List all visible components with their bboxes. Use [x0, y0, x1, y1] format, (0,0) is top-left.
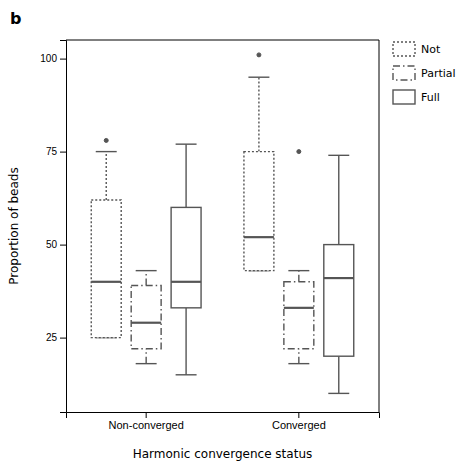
whisker-cap — [288, 363, 309, 364]
box-body — [244, 152, 274, 271]
y-axis-line — [60, 41, 67, 413]
box — [131, 271, 161, 364]
whisker-cap — [176, 374, 197, 375]
whisker — [145, 271, 146, 286]
y-tick-mark — [60, 152, 66, 153]
outlier — [104, 138, 108, 142]
legend-item: Not — [393, 42, 441, 56]
whisker — [106, 152, 107, 200]
box — [171, 144, 201, 375]
y-tick-mark — [60, 59, 66, 60]
box — [324, 155, 354, 393]
legend-label: Not — [421, 43, 441, 56]
whisker — [298, 271, 299, 282]
whisker — [185, 144, 186, 207]
box-body — [91, 200, 121, 338]
series — [131, 150, 314, 364]
whisker-cap — [136, 363, 157, 364]
y-tick-label: 25 — [46, 332, 58, 343]
whisker-cap — [96, 151, 117, 152]
median — [91, 281, 121, 283]
whisker-cap — [328, 155, 349, 156]
legend-swatch — [393, 66, 415, 80]
median — [284, 307, 314, 309]
whisker-cap — [176, 143, 197, 144]
whisker-cap — [136, 270, 157, 271]
box-body — [131, 286, 161, 349]
outlier — [257, 53, 261, 57]
y-tick: 100 — [40, 53, 66, 64]
series — [171, 144, 354, 393]
whisker — [338, 356, 339, 393]
x-axis: Non-converged Converged — [67, 412, 380, 431]
legend-item: Partial — [393, 66, 456, 80]
whisker — [298, 349, 299, 364]
x-tick-label: Non-converged — [109, 419, 184, 431]
whisker-cap — [248, 76, 269, 77]
y-tick-mark — [60, 338, 66, 339]
median — [324, 277, 354, 279]
median — [171, 281, 201, 283]
whisker-cap — [288, 270, 309, 271]
whisker — [338, 155, 339, 244]
whisker-cap — [328, 393, 349, 394]
x-tick-label: Converged — [272, 419, 326, 431]
legend-swatch — [393, 90, 415, 104]
legend-label: Partial — [421, 67, 456, 80]
legend-item: Full — [393, 90, 440, 104]
box — [244, 53, 274, 271]
title: b — [10, 9, 21, 28]
y-tick: 25 — [46, 332, 66, 343]
x-tick: Converged — [272, 412, 326, 431]
outlier — [297, 150, 301, 154]
y-tick-label: 50 — [46, 239, 58, 250]
legend-swatch — [393, 42, 415, 56]
y-tick-label: 75 — [46, 146, 58, 157]
box-body — [171, 207, 201, 307]
x-tick-mark — [298, 412, 299, 418]
chart: 25 50 75 100 Non-converged Converged Harmonic … — [0, 0, 474, 474]
box — [284, 150, 314, 364]
box-body — [284, 282, 314, 349]
series — [91, 53, 274, 338]
boxes — [91, 53, 353, 394]
whisker — [145, 349, 146, 364]
y-axis-title: Proportion of beads — [7, 167, 21, 284]
legend: Not Partial Full — [393, 42, 456, 104]
y-tick-label: 100 — [40, 53, 57, 64]
y-tick: 75 — [46, 146, 66, 157]
plot-frame — [66, 40, 379, 41]
legend-label: Full — [421, 91, 440, 104]
x-axis-line — [67, 413, 380, 419]
y-tick-mark — [60, 245, 66, 246]
x-axis-title: Harmonic convergence status — [133, 447, 313, 461]
y-tick: 50 — [46, 239, 66, 250]
x-tick-mark — [146, 412, 147, 418]
plot-area: 25 50 75 100 Non-converged Converged — [40, 40, 379, 431]
x-tick: Non-converged — [109, 412, 184, 431]
plot-frame — [379, 40, 380, 412]
whisker — [258, 77, 259, 151]
box — [91, 138, 121, 337]
y-axis: 25 50 75 100 — [40, 41, 66, 413]
whisker — [185, 308, 186, 375]
box-body — [324, 245, 354, 357]
median — [131, 322, 161, 324]
median — [244, 236, 274, 238]
